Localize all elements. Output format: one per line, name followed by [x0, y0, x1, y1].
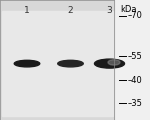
Bar [0, 0, 114, 120]
Bar [2, 11, 112, 116]
Ellipse shape [58, 60, 83, 67]
Text: kDa: kDa [120, 5, 136, 14]
Text: 3: 3 [107, 6, 112, 15]
Text: –40: –40 [128, 76, 142, 85]
Text: 2: 2 [68, 6, 73, 15]
Text: –55: –55 [128, 52, 142, 61]
Text: –70: –70 [128, 11, 142, 20]
Bar [114, 0, 150, 120]
Ellipse shape [108, 60, 120, 65]
Text: –35: –35 [128, 99, 142, 108]
Ellipse shape [94, 59, 124, 68]
Text: 1: 1 [24, 6, 30, 15]
Ellipse shape [14, 60, 40, 67]
